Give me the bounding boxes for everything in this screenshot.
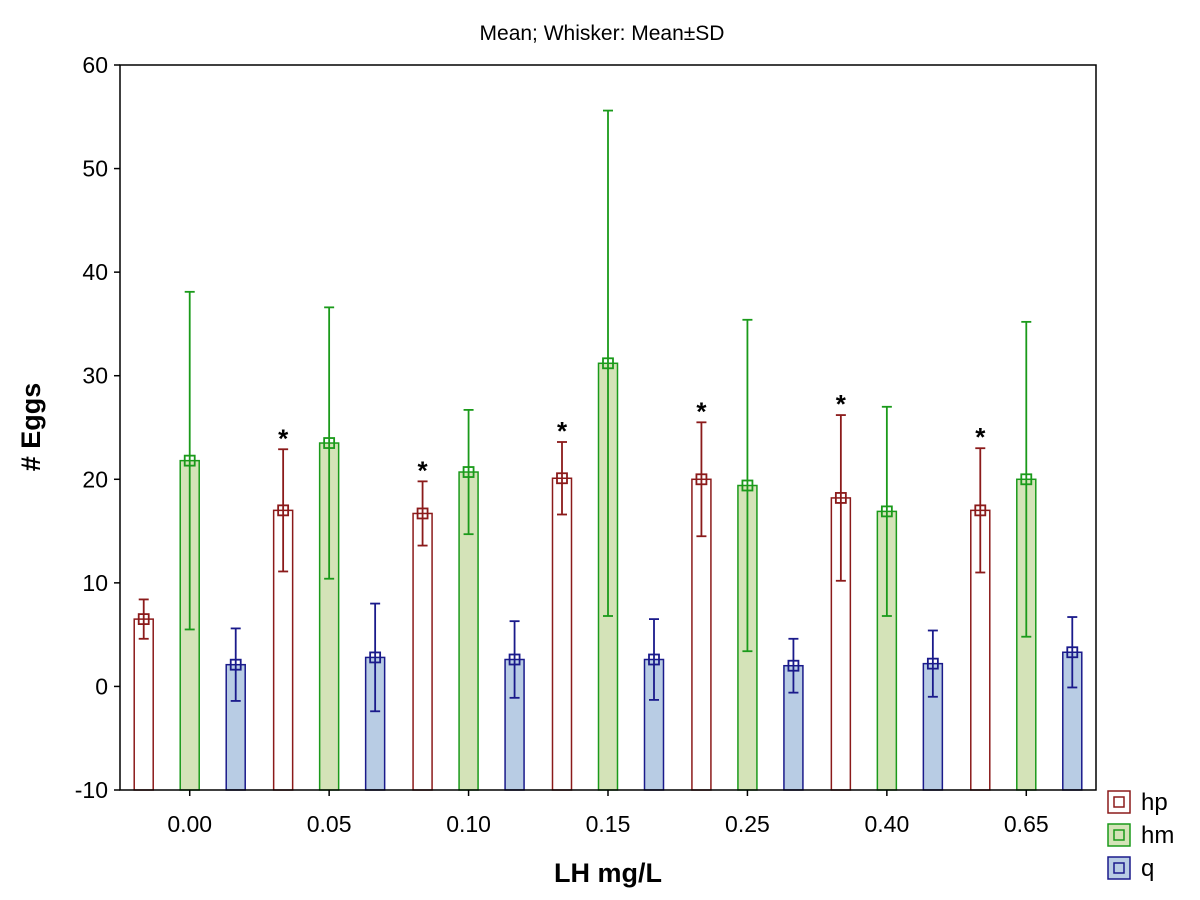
- mean-marker-hp: [695, 473, 708, 486]
- x-tick-label: 0.10: [446, 811, 491, 837]
- x-tick-label: 0.00: [167, 811, 212, 837]
- chart-title: Mean; Whisker: Mean±SD: [480, 22, 725, 45]
- legend-swatch-hp: [1107, 790, 1131, 814]
- mean-marker-hm: [602, 357, 614, 370]
- bar-hp: [412, 512, 433, 791]
- legend-marker-hp: [1113, 796, 1125, 808]
- mean-marker-q: [787, 659, 800, 672]
- y-tick-label: 10: [82, 570, 108, 596]
- mean-marker-q: [1066, 646, 1079, 659]
- legend-marker-hm: [1113, 829, 1125, 841]
- mean-marker-hm: [183, 454, 196, 467]
- bar-hp: [551, 477, 573, 791]
- mean-marker-hp: [416, 507, 429, 520]
- mean-marker-hm: [741, 479, 754, 492]
- x-axis-label: LH mg/L: [554, 858, 662, 888]
- x-tick-label: 0.40: [864, 811, 909, 837]
- y-tick-label: -10: [75, 777, 108, 803]
- mean-marker-hp: [556, 472, 568, 485]
- legend-swatch-q: [1107, 856, 1131, 880]
- legend: hp hm q: [1107, 789, 1174, 882]
- y-tick-label: 0: [95, 673, 108, 699]
- significance-star: *: [278, 423, 289, 453]
- mean-marker-hp: [277, 504, 290, 517]
- mean-marker-hp: [974, 504, 987, 517]
- mean-marker-hm: [1020, 473, 1033, 486]
- significance-star: *: [975, 422, 986, 452]
- x-axis: 0.00 0.05 0.10 0.15 0.25 0.40 0.65: [167, 790, 1049, 837]
- significance-star: *: [836, 389, 847, 419]
- legend-label-q: q: [1141, 855, 1154, 882]
- bars-layer: [133, 362, 1083, 791]
- mean-marker-q: [229, 658, 242, 671]
- y-tick-label: 40: [82, 259, 108, 285]
- x-tick-label: 0.65: [1004, 811, 1049, 837]
- legend-label-hp: hp: [1141, 789, 1168, 816]
- y-tick-label: 50: [82, 156, 108, 182]
- y-axis: 60 50 40 30 20 10 0 -10: [75, 52, 120, 803]
- significance-star: *: [557, 416, 568, 446]
- mean-marker-q: [508, 653, 521, 666]
- legend-label-hm: hm: [1141, 822, 1174, 849]
- x-tick-label: 0.15: [586, 811, 631, 837]
- significance-markers-layer: * * * * * *: [278, 389, 986, 485]
- mean-marker-hp: [834, 492, 847, 504]
- mean-marker-hm: [323, 437, 336, 449]
- legend-marker-q: [1113, 862, 1125, 874]
- y-tick-label: 30: [82, 363, 108, 389]
- legend-swatch-hm: [1107, 823, 1131, 847]
- mean-marker-hp: [137, 613, 150, 626]
- error-bars-layer: [137, 109, 1079, 713]
- mean-marker-hm: [880, 505, 893, 518]
- mean-marker-q: [926, 657, 939, 670]
- y-tick-label: 20: [82, 466, 108, 492]
- y-axis-label: # Eggs: [16, 383, 46, 472]
- y-tick-label: 60: [82, 52, 108, 78]
- mean-marker-q: [369, 651, 382, 664]
- mean-marker-q: [648, 653, 660, 666]
- significance-star: *: [418, 455, 429, 485]
- x-tick-label: 0.25: [725, 811, 770, 837]
- mean-marker-hm: [462, 466, 475, 478]
- significance-star: *: [696, 396, 707, 426]
- bar-hp: [133, 618, 154, 791]
- x-tick-label: 0.05: [307, 811, 352, 837]
